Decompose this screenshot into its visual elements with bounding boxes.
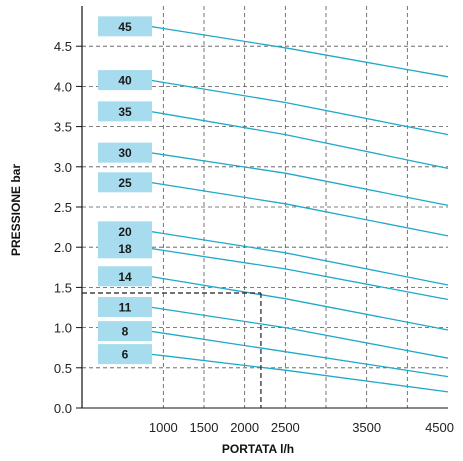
reference-lines (82, 292, 262, 408)
y-tick-label: 1.5 (54, 280, 72, 295)
series-label-18: 18 (118, 242, 132, 256)
series-badge-40 (98, 70, 152, 91)
y-tick-label: 4.0 (54, 79, 72, 94)
y-tick-label: 0.5 (54, 361, 72, 376)
series-badge-8 (98, 321, 152, 342)
x-axis-title: PORTATA l/h (222, 442, 294, 456)
series-line-11 (149, 306, 449, 359)
x-tick-labels: 1000 1500 2000 2500 3500 4500 (149, 420, 454, 435)
series-label-45: 45 (118, 20, 132, 34)
series-label-8: 8 (122, 325, 129, 339)
series-badge-6 (98, 344, 152, 365)
series-line-30 (149, 151, 449, 207)
series-line-20 (149, 230, 449, 286)
series-line-14 (149, 275, 449, 331)
y-tick-labels: 0.0 0.5 1.0 1.5 2.0 2.5 3.0 3.5 4.0 4.5 (54, 39, 82, 416)
series-line-35 (149, 110, 449, 170)
x-tick-label: 4500 (425, 420, 454, 435)
y-tick-label: 0.0 (54, 401, 72, 416)
x-tick-label: 1000 (149, 420, 178, 435)
series-line-8 (149, 330, 449, 378)
y-tick-label: 3.0 (54, 160, 72, 175)
series-layer (149, 25, 449, 393)
y-tick-label: 1.0 (54, 321, 72, 336)
series-badge-25 (98, 172, 152, 193)
series-badge-14 (98, 266, 152, 287)
grid-layer (82, 6, 448, 409)
x-tick-label: 2000 (230, 420, 259, 435)
series-badge-18 (98, 238, 152, 259)
series-label-30: 30 (118, 146, 132, 160)
y-tick-label: 2.0 (54, 240, 72, 255)
series-badge-30 (98, 142, 152, 163)
series-line-18 (149, 247, 449, 301)
series-badge-11 (98, 297, 152, 318)
series-label-11: 11 (119, 301, 132, 315)
series-badges: 45 40 35 30 25 20 18 14 11 8 6 (98, 16, 152, 365)
series-label-40: 40 (118, 74, 132, 88)
x-tick-label: 3500 (352, 420, 381, 435)
series-line-25 (149, 181, 449, 237)
y-tick-label: 3.5 (54, 120, 72, 135)
series-badge-45 (98, 16, 152, 37)
x-tick-label: 1500 (190, 420, 219, 435)
series-label-25: 25 (118, 176, 132, 190)
y-tick-label: 4.5 (54, 39, 72, 54)
series-label-35: 35 (118, 105, 132, 119)
series-label-6: 6 (122, 348, 129, 362)
series-line-40 (149, 79, 449, 136)
series-badge-35 (98, 101, 152, 122)
series-label-20: 20 (118, 225, 132, 239)
series-line-6 (149, 353, 449, 393)
y-tick-label: 2.5 (54, 200, 72, 215)
series-label-14: 14 (118, 270, 132, 284)
x-tick-label: 2500 (271, 420, 300, 435)
series-line-45 (149, 25, 449, 78)
y-axis-title: PRESSIONE bar (9, 164, 23, 256)
series-badge-20 (98, 221, 152, 242)
